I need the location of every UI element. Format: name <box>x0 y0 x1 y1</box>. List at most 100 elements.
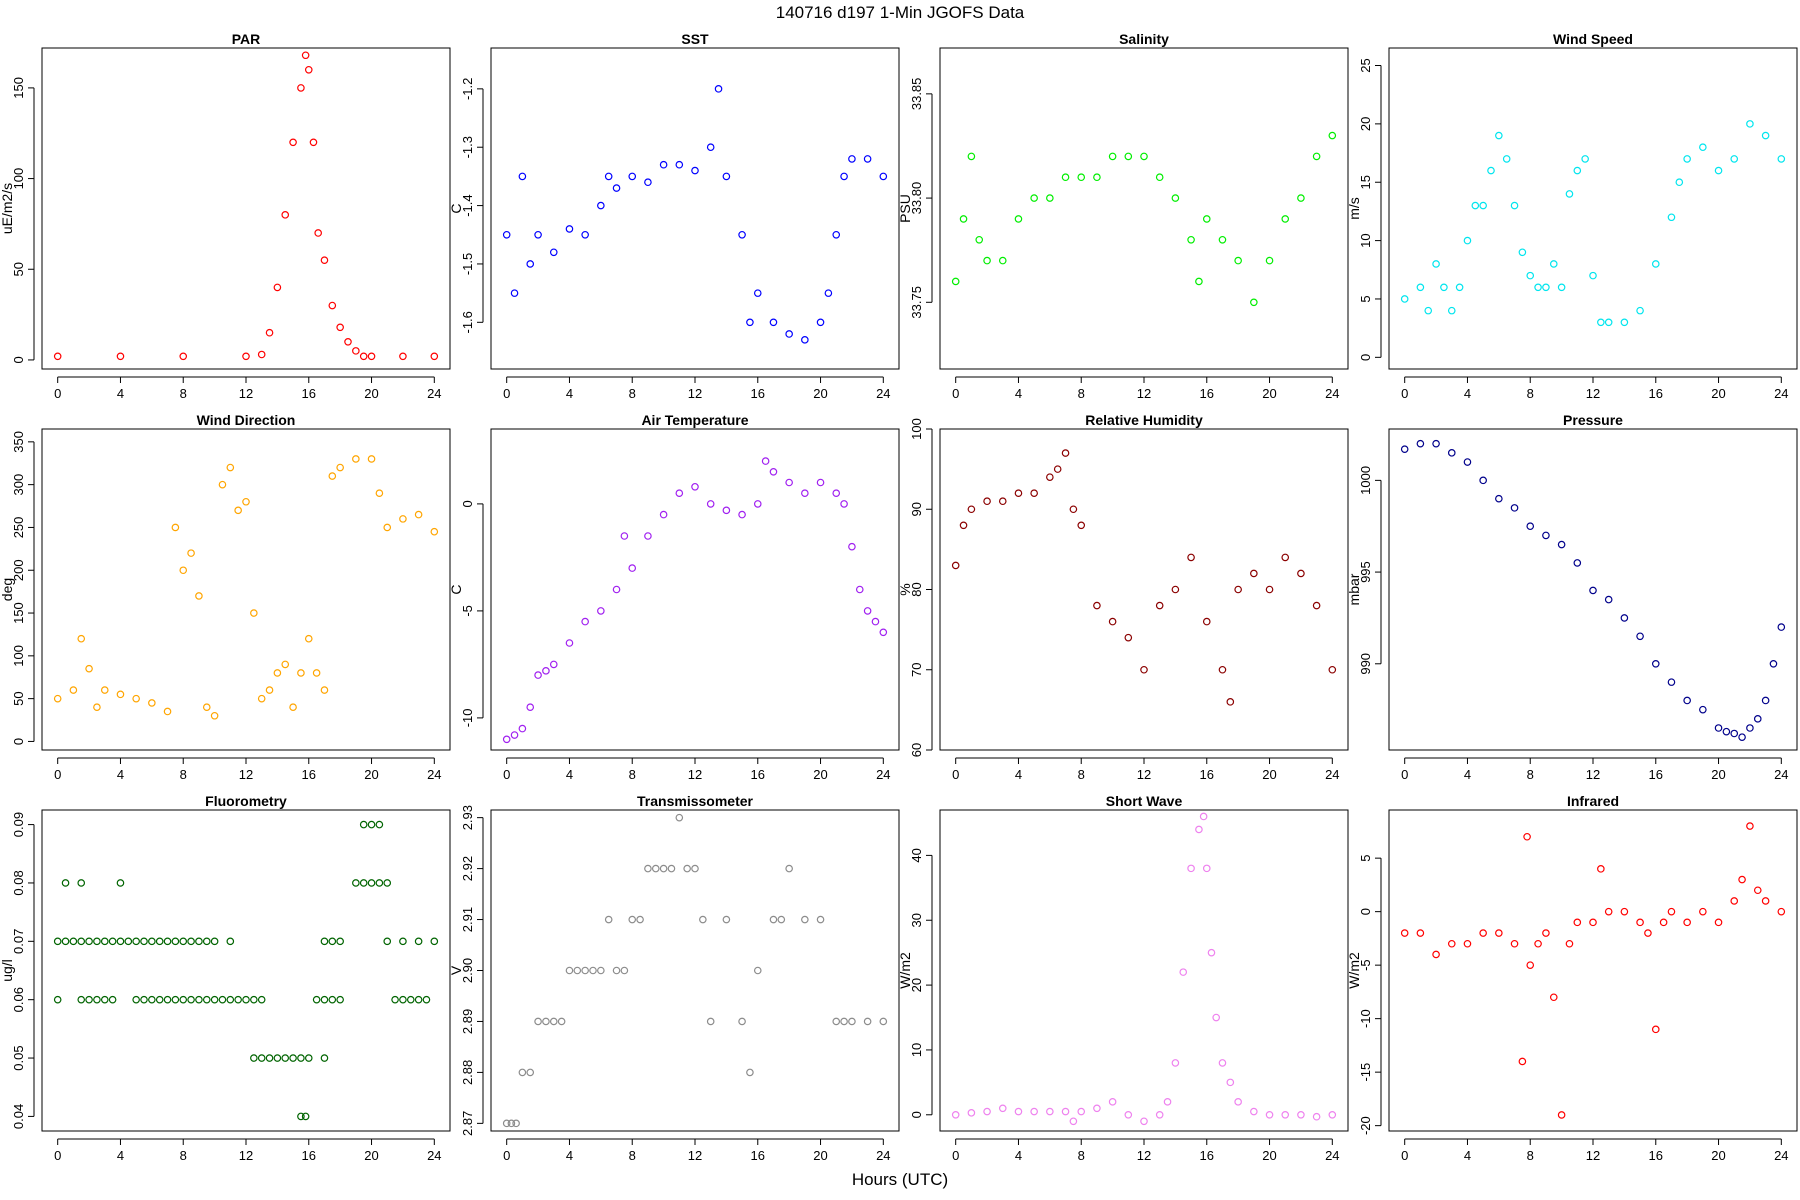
relative-humidity-data-point <box>1030 489 1038 498</box>
fluorometry-x-tick-label: 16 <box>302 1148 316 1163</box>
wind-direction-x-tick-label: 24 <box>427 767 441 782</box>
air-temperature-data-point <box>526 703 535 712</box>
transmissometer-x-tick-label: 12 <box>688 1148 702 1163</box>
fluorometry-data-point <box>320 995 329 1004</box>
wind-direction-data-point <box>375 489 384 498</box>
wind-speed-data-point <box>1683 155 1691 163</box>
air-temperature-data-point <box>628 564 637 572</box>
fluorometry-data-point <box>336 937 344 946</box>
wind-direction-data-point <box>148 699 156 707</box>
wind-speed-data-point <box>1589 271 1597 280</box>
relative-humidity-data-point <box>983 497 991 506</box>
shared-x-axis-label: Hours (UTC) <box>852 1170 948 1189</box>
pressure-y-tick-label: 995 <box>1358 561 1373 583</box>
air-temperature-data-point <box>848 542 856 551</box>
short-wave-data-point <box>1218 1059 1227 1067</box>
infrared-data-point <box>1753 886 1762 895</box>
sst-data-point <box>691 166 699 175</box>
pressure-data-point <box>1738 733 1746 741</box>
pressure-x-tick-label: 12 <box>1586 767 1600 782</box>
fluorometry-data-point <box>289 1054 297 1062</box>
par-data-point <box>352 347 360 355</box>
pressure-data-point <box>1589 586 1597 595</box>
short-wave-data-point <box>1155 1110 1164 1119</box>
air-temperature-data-point <box>761 457 770 465</box>
transmissometer-data-point <box>753 966 762 975</box>
fluorometry-data-point <box>148 995 156 1004</box>
wind-speed-x-tick-label: 8 <box>1527 386 1534 401</box>
wind-direction-data-point <box>218 480 227 489</box>
fluorometry-y-tick-label: 0.07 <box>11 929 26 954</box>
par-x-tick-label: 0 <box>54 386 61 401</box>
panel-par: PAR uE/m2/s 0 4 8 12 16 20 24 0 50 100 150 <box>0 31 451 401</box>
panel-salinity: Salinity PSU 0 4 8 12 16 20 24 33.75 33.80 33.85 <box>897 31 1349 401</box>
air-temperature-x-tick-label: 8 <box>629 767 636 782</box>
fluorometry-data-point <box>320 1054 329 1062</box>
par-y-axis-label: uE/m2/s <box>0 183 15 234</box>
wind-speed-y-tick-label: 5 <box>1358 295 1373 302</box>
salinity-x-tick-label: 20 <box>1262 386 1276 401</box>
relative-humidity-y-axis-label: % <box>897 583 913 595</box>
wind-direction-data-point <box>312 669 321 677</box>
wind-speed-data-point <box>1777 155 1786 163</box>
fluorometry-data-point <box>297 1054 305 1062</box>
wind-speed-data-point <box>1573 166 1582 175</box>
transmissometer-data-point <box>706 1017 715 1026</box>
relative-humidity-x-tick-label: 16 <box>1200 767 1214 782</box>
salinity-data-point <box>1108 152 1117 161</box>
fluorometry-x-tick-label: 12 <box>239 1148 253 1163</box>
transmissometer-plot-frame <box>490 809 900 1132</box>
fluorometry-data-point <box>391 995 399 1004</box>
panel-infrared: Infrared W/m2 0 4 8 12 16 20 24 -20 -15 -10 -5 0 5 <box>1346 793 1798 1163</box>
salinity-data-point <box>998 256 1007 265</box>
wind-speed-data-point <box>1549 260 1558 268</box>
air-temperature-data-point <box>738 510 746 519</box>
sst-data-point <box>612 184 621 192</box>
salinity-data-point <box>1155 173 1164 182</box>
infrared-title: Infrared <box>1567 793 1619 809</box>
salinity-data-point <box>1046 194 1054 202</box>
fluorometry-data-point <box>132 937 140 946</box>
salinity-data-point <box>1328 131 1337 140</box>
transmissometer-data-point <box>502 1119 511 1128</box>
relative-humidity-data-point <box>1069 505 1078 514</box>
pressure-data-point <box>1447 449 1456 457</box>
transmissometer-data-point <box>816 915 825 924</box>
infrared-data-point <box>1463 939 1472 948</box>
wind-direction-y-tick-label: 0 <box>11 738 26 745</box>
short-wave-y-tick-label: 30 <box>909 913 924 927</box>
transmissometer-y-tick-label: 2.88 <box>460 1060 475 1085</box>
salinity-data-point <box>975 235 984 244</box>
fluorometry-y-tick-label: 0.05 <box>11 1045 26 1070</box>
sst-data-point <box>675 160 684 169</box>
air-temperature-data-point <box>706 500 715 508</box>
air-temperature-data-point <box>502 735 511 744</box>
short-wave-data-point <box>1046 1107 1054 1116</box>
salinity-data-point <box>1250 298 1258 307</box>
fluorometry-data-point <box>108 995 117 1004</box>
infrared-data-point <box>1549 993 1558 1002</box>
air-temperature-data-point <box>855 585 864 594</box>
wind-direction-data-point <box>195 592 203 600</box>
air-temperature-data-point <box>659 510 668 519</box>
sst-data-point <box>518 172 527 181</box>
sst-data-point <box>840 172 848 181</box>
par-data-point <box>265 328 274 337</box>
infrared-y-tick-label: -5 <box>1358 959 1373 971</box>
pressure-data-point <box>1557 540 1566 549</box>
salinity-x-tick-label: 24 <box>1325 386 1339 401</box>
par-data-point <box>273 283 282 292</box>
fluorometry-data-point <box>312 995 321 1004</box>
transmissometer-data-point <box>879 1017 888 1026</box>
fluorometry-data-point <box>195 995 203 1004</box>
air-temperature-data-point <box>620 532 629 540</box>
transmissometer-y-axis-label: V <box>448 965 464 975</box>
wind-speed-data-point <box>1651 260 1660 268</box>
sst-y-tick-label: -1.3 <box>460 136 475 158</box>
air-temperature-data-point <box>801 489 809 498</box>
transmissometer-x-tick-label: 8 <box>629 1148 636 1163</box>
relative-humidity-x-tick-label: 12 <box>1137 767 1151 782</box>
infrared-x-tick-label: 4 <box>1464 1148 1471 1163</box>
short-wave-data-point <box>967 1109 976 1117</box>
short-wave-data-point <box>1179 968 1188 976</box>
